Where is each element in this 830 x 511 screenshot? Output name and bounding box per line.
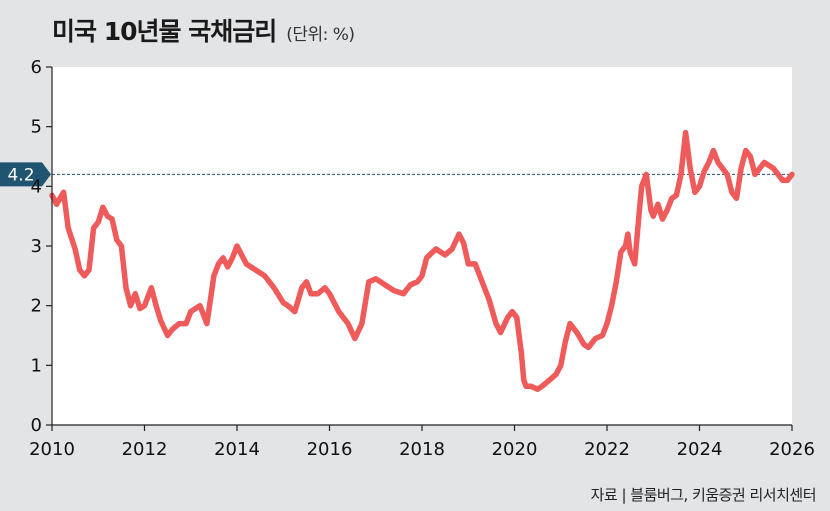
unit-label: (단위: %) (286, 25, 355, 45)
reference-line-group: 4.2 (0, 162, 792, 187)
y-tick-label: 1 (31, 355, 42, 376)
x-tick-label: 2014 (214, 439, 260, 460)
y-axis-ticks: 0 1 2 3 4 5 6 (31, 57, 52, 436)
series-line-0 (49, 129, 795, 392)
x-tick-label: 2010 (29, 439, 75, 460)
reference-label: 4.2 (7, 165, 34, 185)
y-tick-label: 0 (31, 415, 42, 436)
y-tick-label: 2 (31, 296, 42, 317)
x-tick-label: 2020 (492, 439, 538, 460)
y-tick-label: 3 (31, 236, 42, 257)
y-tick-label: 5 (31, 117, 42, 138)
series-group (49, 129, 795, 392)
source-note: 자료 | 블룸버그, 키움증권 리서치센터 (590, 486, 817, 504)
y-tick-label: 6 (31, 57, 42, 78)
x-tick-label: 2024 (677, 439, 723, 460)
y-tick-label: 4 (31, 176, 42, 197)
x-tick-label: 2022 (584, 439, 630, 460)
x-tick-label: 2026 (769, 439, 815, 460)
x-axis-ticks: 2010 2012 2014 2016 2018 2020 2022 2024 2026 (29, 425, 815, 460)
x-tick-label: 2012 (122, 439, 168, 460)
x-tick-label: 2016 (307, 439, 353, 460)
plot-area (52, 67, 792, 425)
chart-title: 미국 10년물 국채금리 (52, 17, 277, 46)
title-block: 미국 10년물 국채금리 (단위: %) (52, 12, 355, 48)
reference-label-badge (0, 162, 51, 187)
x-tick-label: 2018 (399, 439, 445, 460)
